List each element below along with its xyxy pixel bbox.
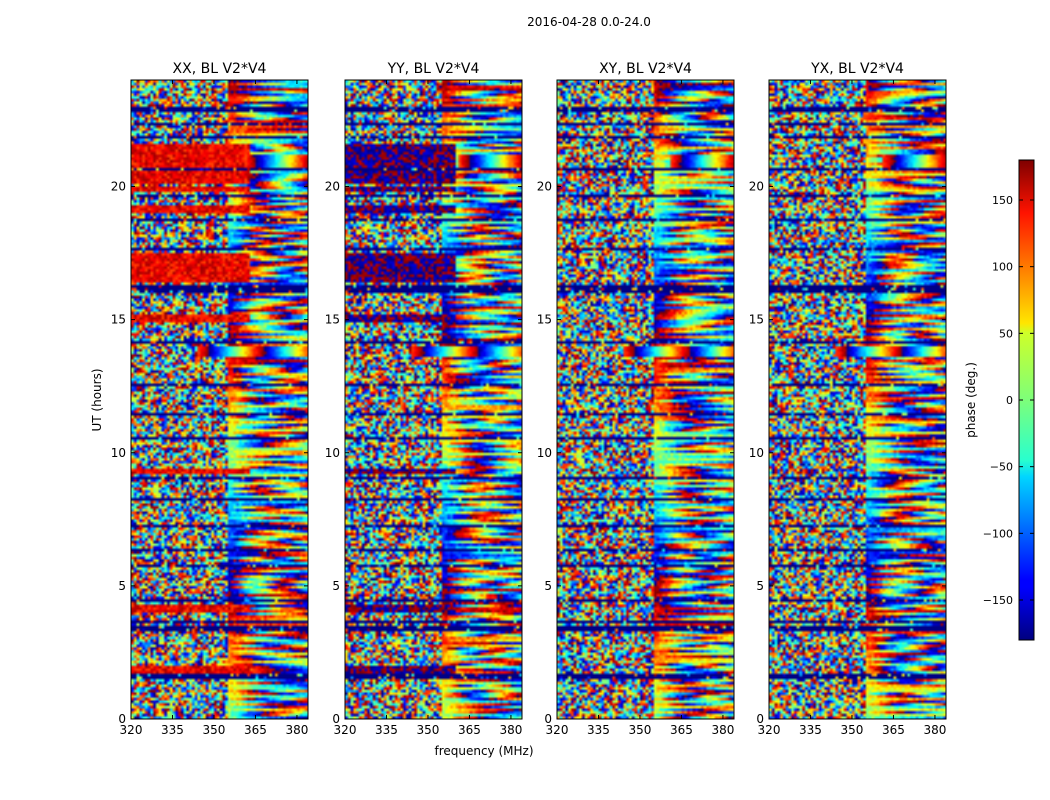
colorbar-tick-label: −50 [990, 461, 1013, 474]
colorbar: −150 −100 −50 0 50 100 150 phase (deg.) [964, 159, 1035, 641]
x-tick-label: 335 [587, 723, 610, 737]
y-tick-label: 10 [537, 446, 552, 460]
panel-frame [556, 79, 735, 720]
y-tick-label: 20 [111, 180, 126, 194]
panel-title: YY, BL V2*V4 [387, 61, 480, 77]
x-axis-label: frequency (MHz) [434, 744, 533, 758]
figure-title: 2016-04-28 0.0-24.0 [527, 15, 651, 29]
y-tick-label: 10 [111, 446, 126, 460]
panel-3: XY, BL V2*V4 320 335 350 365 380 0 5 10 15 20 [537, 61, 735, 737]
panel-frame [344, 79, 523, 720]
y-tick-label: 15 [537, 313, 552, 327]
x-tick-label: 335 [375, 723, 398, 737]
phase-heatmap-3 [557, 80, 734, 719]
x-tick-label: 320 [120, 723, 143, 737]
y-tick-label: 5 [118, 579, 126, 593]
y-axis-label: UT (hours) [90, 368, 104, 431]
x-tick-label: 320 [546, 723, 569, 737]
x-tick-label: 365 [458, 723, 481, 737]
colorbar-tick-label: 150 [992, 194, 1013, 207]
y-tick-label: 20 [325, 180, 340, 194]
x-tick-label: 365 [244, 723, 267, 737]
y-tick-label: 15 [111, 313, 126, 327]
x-tick-label: 335 [799, 723, 822, 737]
colorbar-label: phase (deg.) [964, 362, 978, 438]
x-tick-label: 350 [629, 723, 652, 737]
x-tick-label: 335 [161, 723, 184, 737]
x-tick-label: 365 [670, 723, 693, 737]
x-tick-label: 380 [285, 723, 308, 737]
x-tick-label: 350 [417, 723, 440, 737]
panel-4: YX, BL V2*V4 320 335 350 365 380 0 5 10 15 20 [749, 61, 947, 737]
y-tick-label: 20 [749, 180, 764, 194]
y-tick-label: 5 [332, 579, 340, 593]
x-tick-label: 365 [882, 723, 905, 737]
y-tick-label: 0 [756, 712, 764, 726]
phase-heatmap-4 [769, 80, 946, 719]
y-tick-label: 0 [544, 712, 552, 726]
y-tick-label: 15 [749, 313, 764, 327]
panel-2: YY, BL V2*V4 320 335 350 365 380 0 5 10 15 20 [325, 61, 523, 737]
colorbar-tick-label: 50 [999, 327, 1013, 340]
y-tick-label: 15 [325, 313, 340, 327]
x-tick-label: 320 [334, 723, 357, 737]
colorbar-ticks: −150 −100 −50 0 50 100 150 [983, 194, 1034, 607]
panel-title: YX, BL V2*V4 [810, 61, 904, 77]
x-tick-label: 320 [758, 723, 781, 737]
panel-title: XY, BL V2*V4 [599, 61, 692, 77]
panel-title: XX, BL V2*V4 [173, 61, 267, 77]
colorbar-tick-label: 0 [1006, 394, 1013, 407]
colorbar-tick-label: −100 [983, 527, 1013, 540]
x-tick-label: 380 [499, 723, 522, 737]
y-tick-label: 0 [118, 712, 126, 726]
x-tick-label: 350 [203, 723, 226, 737]
y-tick-label: 20 [537, 180, 552, 194]
phase-heatmap-2 [345, 80, 522, 719]
y-tick-label: 5 [544, 579, 552, 593]
colorbar-tick-label: −150 [983, 594, 1013, 607]
x-tick-label: 380 [923, 723, 946, 737]
phase-heatmap-1 [131, 80, 308, 719]
x-tick-label: 380 [711, 723, 734, 737]
panel-frame [130, 79, 309, 720]
colorbar-tick-label: 100 [992, 261, 1013, 274]
panel-frame [768, 79, 947, 720]
y-tick-label: 5 [756, 579, 764, 593]
panel-1: XX, BL V2*V4 320 335 350 365 380 0 5 10 15 20 [111, 61, 309, 737]
y-tick-label: 10 [325, 446, 340, 460]
y-tick-label: 10 [749, 446, 764, 460]
y-tick-label: 0 [332, 712, 340, 726]
x-tick-label: 350 [841, 723, 864, 737]
